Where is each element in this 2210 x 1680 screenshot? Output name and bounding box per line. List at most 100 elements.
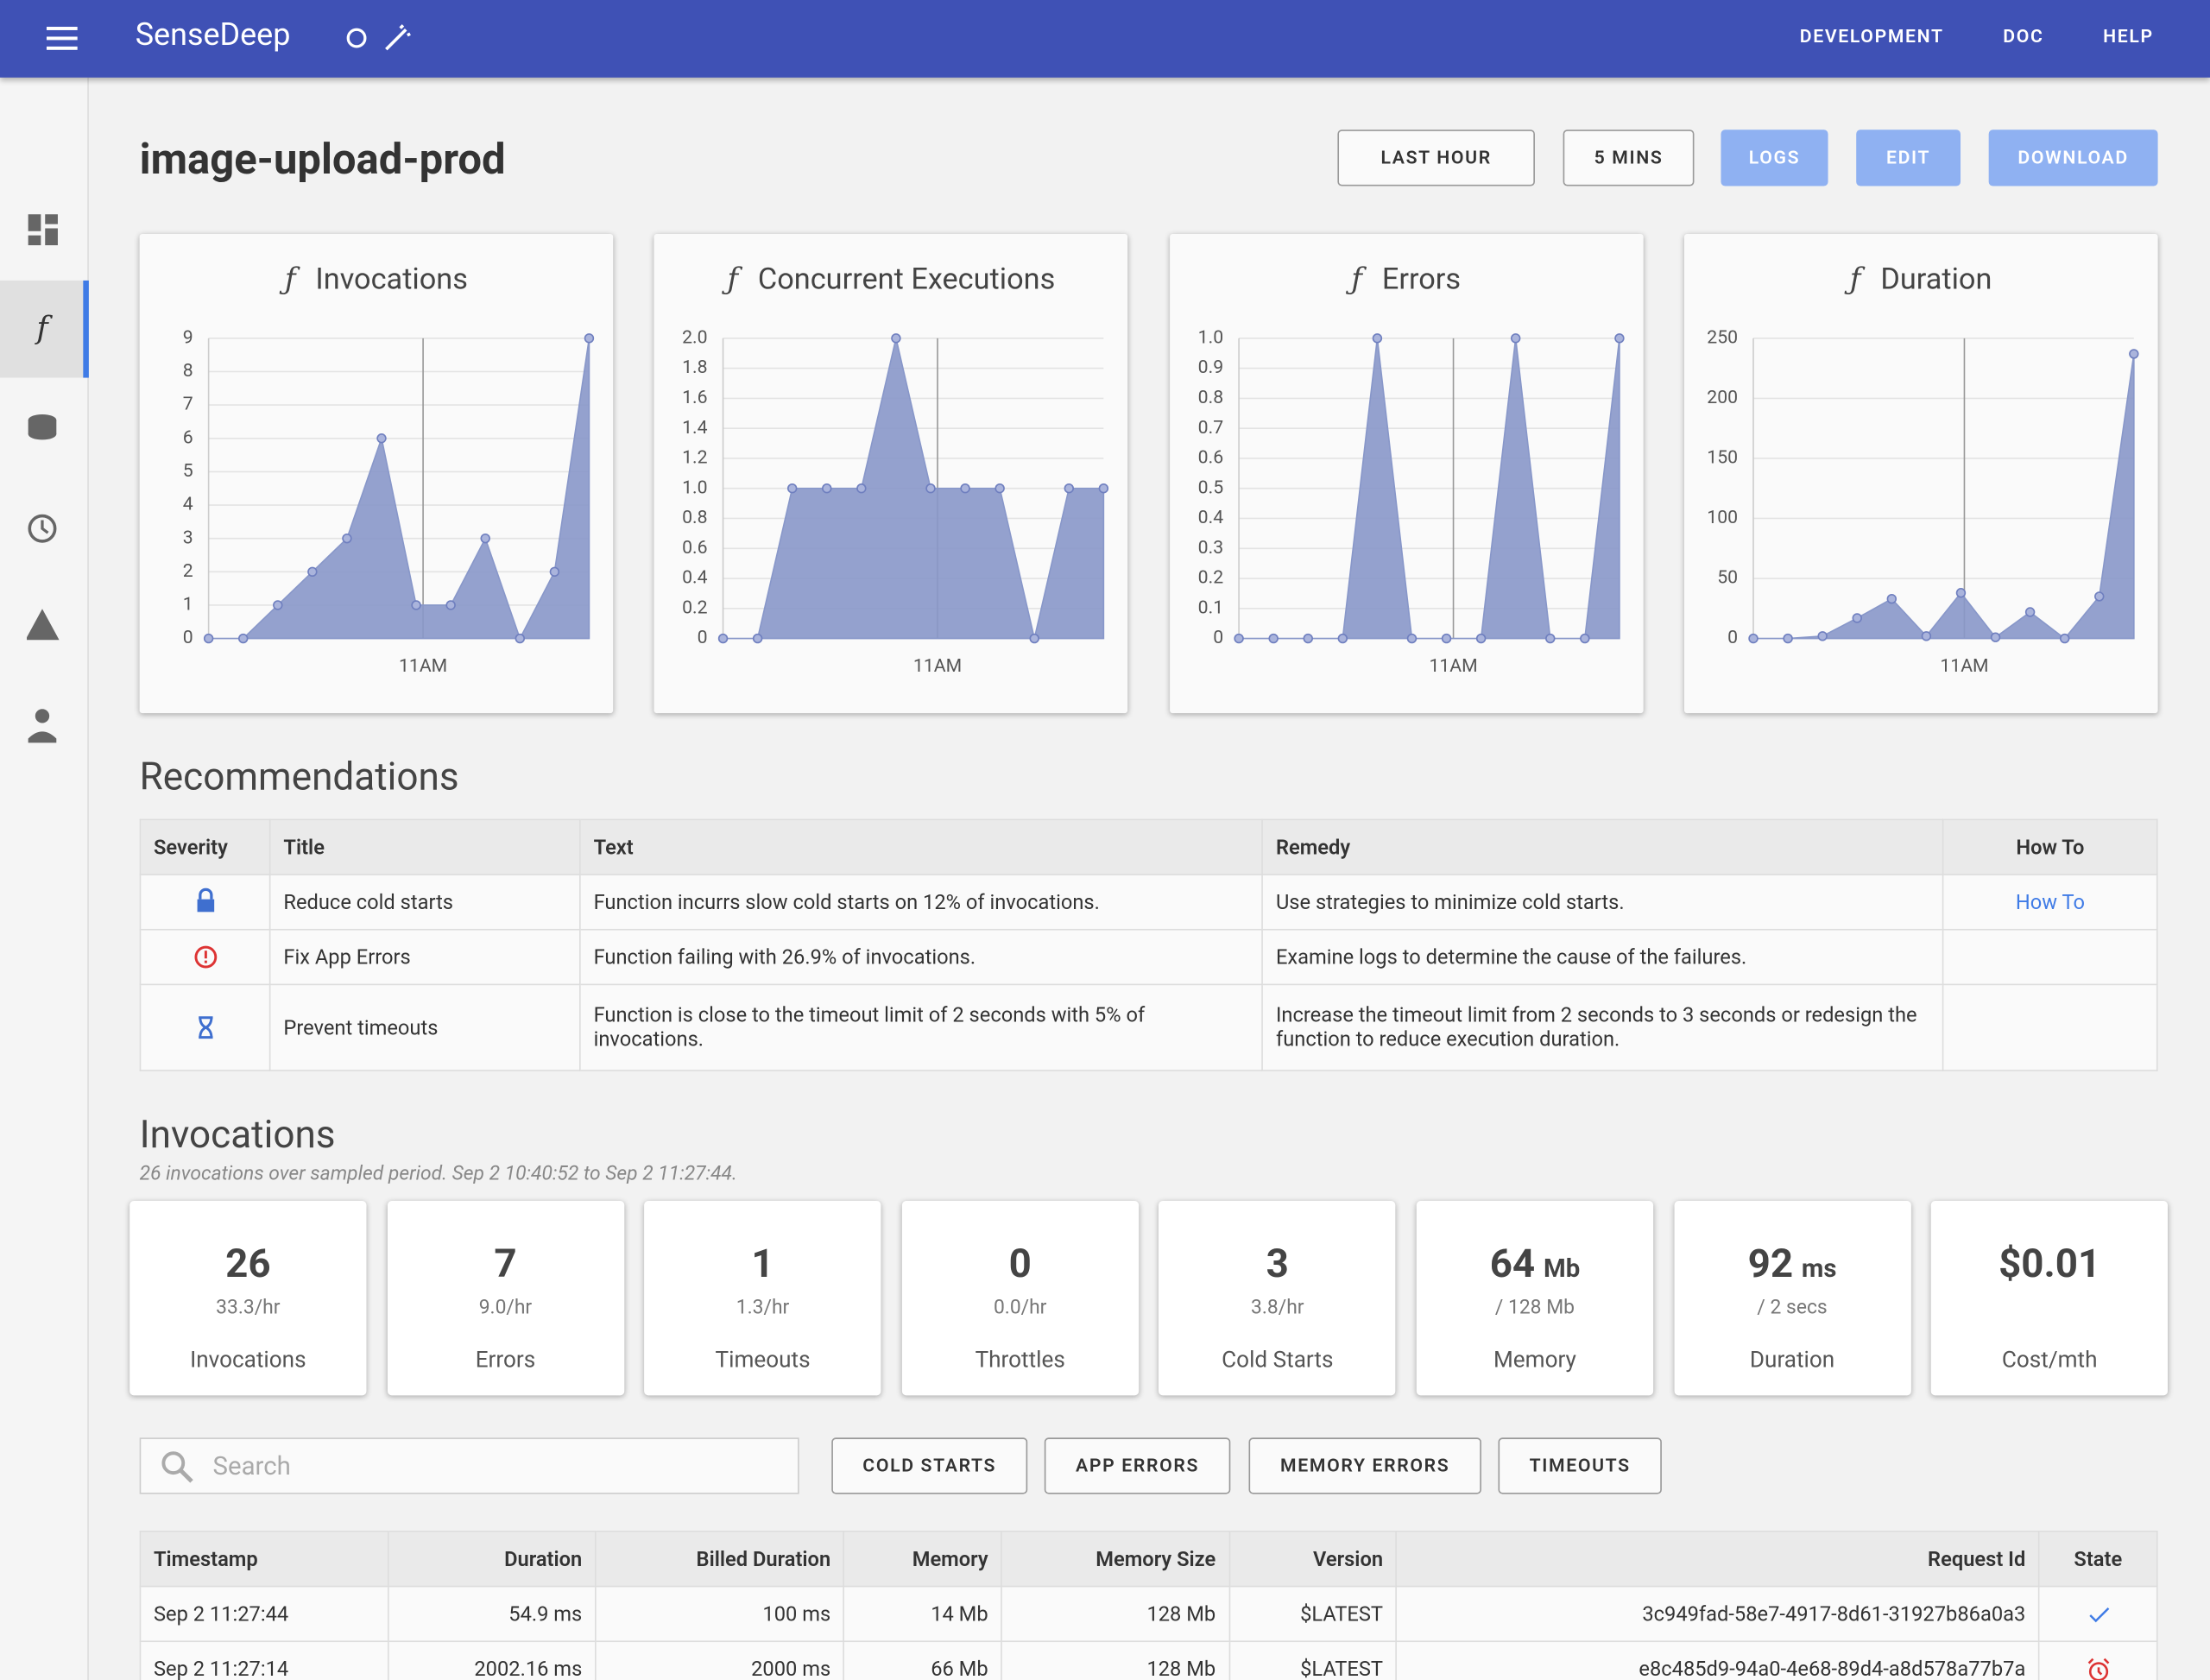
point xyxy=(584,333,595,344)
cell: 54.9 ms xyxy=(388,1585,597,1643)
nav-link[interactable]: HELP xyxy=(2103,27,2154,48)
cell: 128 Mb xyxy=(1001,1640,1230,1680)
column-header: Duration xyxy=(388,1531,597,1588)
chart-card: ƒ Invocations 0 1 2 3 4 5 6 7 8 9 11AM xyxy=(139,234,614,714)
header-icons[interactable] xyxy=(344,24,414,53)
x-tick-label: 11AM xyxy=(399,655,447,677)
button[interactable]: LOGS xyxy=(1721,129,1828,186)
y-tick-label: 0.5 xyxy=(1197,477,1223,498)
active-bar xyxy=(83,280,89,378)
point xyxy=(376,433,387,444)
menu-icon[interactable] xyxy=(46,24,78,53)
nav: DEVELOPMENT DOC HELP xyxy=(1800,27,2154,47)
chart-title-text: Duration xyxy=(1880,263,1992,298)
point xyxy=(1921,631,1931,641)
stat-value-row: 26 xyxy=(129,1241,366,1289)
point xyxy=(1852,613,1862,623)
stat-unit: Mb xyxy=(1543,1254,1581,1285)
stat-card: 26 33.3/hr Invocations xyxy=(129,1201,367,1396)
chart: 0 50 100 150 200 250 11AM xyxy=(1707,326,2139,677)
filter-button[interactable]: COLD STARTS xyxy=(831,1437,1028,1494)
stat-label: Errors xyxy=(475,1346,536,1374)
y-tick-label: 50 xyxy=(1717,567,1738,589)
howto-cell: How To xyxy=(1942,874,2158,931)
severity-icon xyxy=(193,945,217,969)
stat-value-row: 92 ms xyxy=(1674,1241,1910,1289)
howto-link[interactable]: How To xyxy=(2015,890,2085,914)
brand[interactable]: SenseDeep xyxy=(135,18,291,54)
chart-title-text: Errors xyxy=(1381,263,1462,298)
sidebar-icons[interactable]: f xyxy=(27,214,60,778)
y-tick-label: 0.7 xyxy=(1197,417,1222,439)
point xyxy=(445,600,456,610)
point xyxy=(1406,633,1417,644)
search-box[interactable]: Search xyxy=(139,1437,799,1494)
stat-value-row: 3 xyxy=(1159,1241,1396,1289)
function-icon: ƒ xyxy=(1351,262,1363,296)
point xyxy=(787,483,798,494)
stat-value-row: 1 xyxy=(644,1241,881,1289)
y-tick-label: 0 xyxy=(183,627,193,648)
stat-value: 1 xyxy=(751,1240,774,1287)
column-header: Version xyxy=(1228,1531,1398,1588)
point xyxy=(307,566,318,578)
header-row: Severity Title Text Remedy How To xyxy=(139,818,2158,875)
stat-card: 7 9.0/hr Errors xyxy=(387,1201,624,1396)
button[interactable]: LAST HOUR xyxy=(1337,129,1535,186)
point xyxy=(753,633,763,644)
stat-label: Invocations xyxy=(190,1346,306,1374)
severity-icon xyxy=(196,887,214,913)
y-tick-label: 150 xyxy=(1707,447,1738,469)
function-icon: ƒ xyxy=(1849,262,1861,296)
point xyxy=(891,333,902,344)
filter-button[interactable]: APP ERRORS xyxy=(1044,1437,1231,1494)
y-tick-label: 1.4 xyxy=(683,417,709,439)
column-header: Title xyxy=(269,818,581,875)
section-heading: Invocations xyxy=(139,1112,336,1158)
column-header: Timestamp xyxy=(139,1531,390,1588)
chart-title: ƒ Errors xyxy=(1169,262,1643,298)
button[interactable]: DOWNLOAD xyxy=(1988,129,2158,186)
stat-label: Memory xyxy=(1493,1346,1576,1374)
y-tick-label: 0.2 xyxy=(1197,567,1223,589)
button[interactable]: 5 MINS xyxy=(1563,129,1695,186)
chart-card: ƒ Errors 0 0.1 0.2 0.3 0.4 0.5 0.6 0.7 0.8 0.9 1.0 11… xyxy=(1169,234,1644,714)
y-tick-label: 5 xyxy=(183,460,193,482)
stat-value: 3 xyxy=(1266,1240,1289,1287)
cell: $LATEST xyxy=(1228,1585,1398,1643)
cell: Reduce cold starts xyxy=(269,874,581,931)
page-title: image-upload-prod xyxy=(139,135,506,185)
nav-link[interactable]: DOC xyxy=(2003,27,2044,48)
column-header: Memory Size xyxy=(1001,1531,1230,1588)
cell: Sep 2 11:27:14 xyxy=(139,1640,390,1680)
nav-link[interactable]: DEVELOPMENT xyxy=(1799,27,1944,48)
chart-title: ƒ Duration xyxy=(1684,262,2158,298)
cell: 100 ms xyxy=(594,1585,845,1643)
row: Reduce cold starts Function incurrs slow … xyxy=(139,874,2158,931)
cell: Fix App Errors xyxy=(269,928,581,986)
point xyxy=(925,483,937,494)
point xyxy=(411,600,421,610)
point xyxy=(237,633,249,644)
sidebar: f xyxy=(0,77,89,1680)
point xyxy=(2128,349,2139,359)
point xyxy=(1475,633,1486,644)
column-header: Memory xyxy=(843,1531,1002,1588)
filter-button[interactable]: TIMEOUTS xyxy=(1498,1437,1662,1494)
point xyxy=(1441,633,1451,644)
x-tick-label: 11AM xyxy=(1940,655,1988,677)
button[interactable]: EDIT xyxy=(1856,129,1961,186)
y-tick-label: 1.6 xyxy=(683,387,708,408)
column-header: State xyxy=(2038,1531,2158,1588)
column-header: Severity xyxy=(139,818,271,875)
point xyxy=(822,483,832,494)
point xyxy=(718,633,729,644)
point xyxy=(1783,633,1793,644)
filter-button[interactable]: MEMORY ERRORS xyxy=(1248,1437,1481,1494)
function-icon: ƒ xyxy=(727,262,739,296)
row: Fix App Errors Function failing with 26.9… xyxy=(139,928,2158,986)
stat-value: 7 xyxy=(494,1240,517,1287)
point xyxy=(1990,632,2001,642)
